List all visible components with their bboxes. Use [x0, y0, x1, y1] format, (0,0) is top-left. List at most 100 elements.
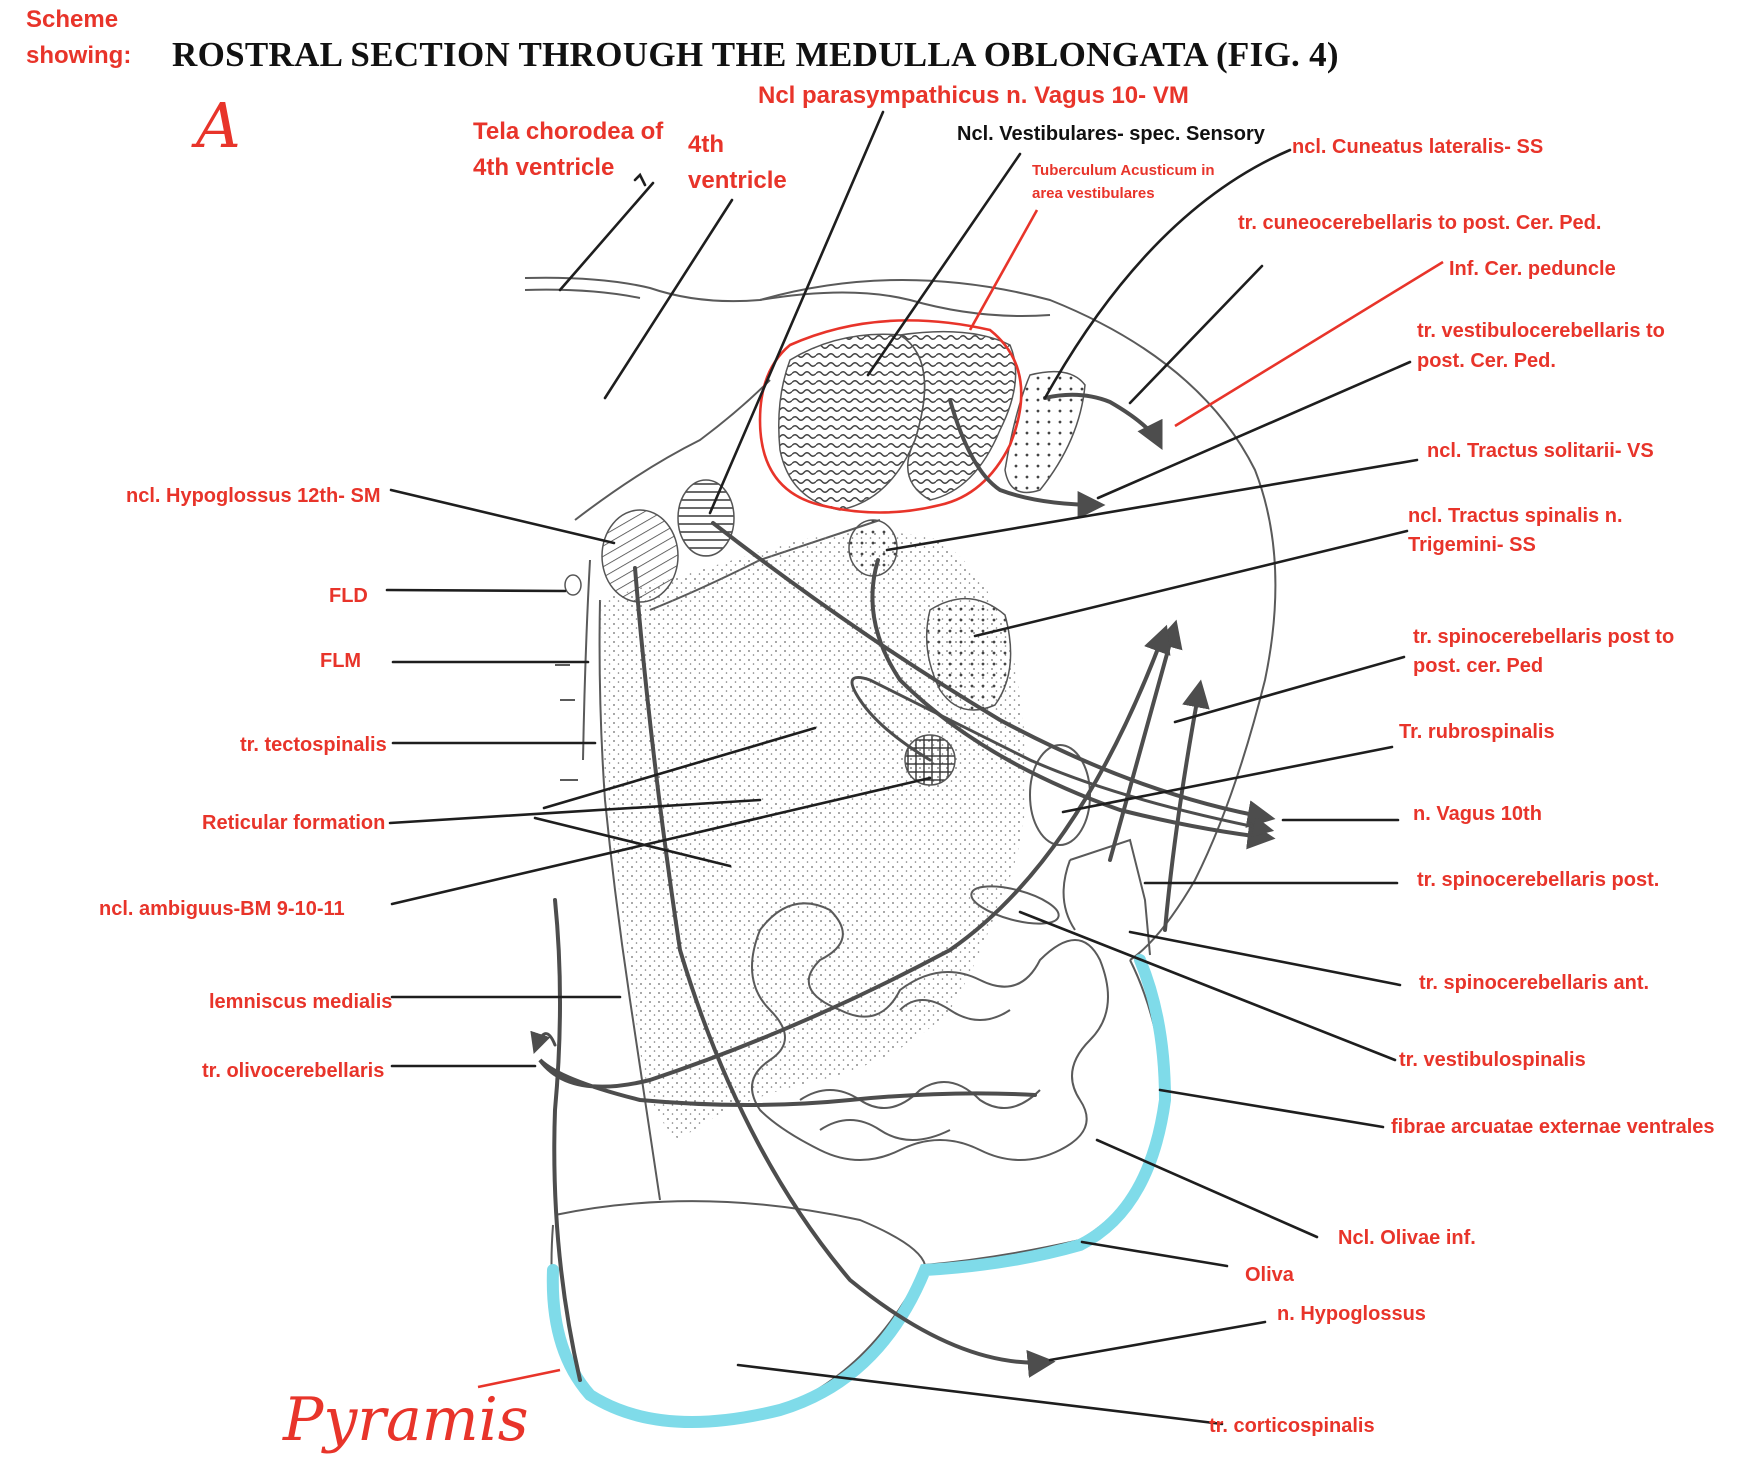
spinocerebellar-post-tract: [1108, 619, 1183, 862]
label-corticospinalis: tr. corticospinalis: [1209, 1415, 1375, 1437]
spinocerebellar-ant-tract: [1163, 679, 1210, 932]
label-rubrospinalis: Tr. rubrospinalis: [1399, 721, 1555, 743]
hypoglossal-nucleus: [601, 509, 679, 603]
label-ncl-parasympathicus: Ncl parasympathicus n. Vagus 10- VM: [758, 82, 1189, 109]
label-solitarii: ncl. Tractus solitarii- VS: [1427, 440, 1654, 462]
label-tela-line2: 4th ventricle: [473, 154, 614, 181]
inferior-olive-folds: [751, 902, 1109, 1161]
leader: [1095, 1138, 1319, 1239]
label-vestibulocerebellaris-line1: tr. vestibulocerebellaris to: [1417, 320, 1665, 342]
label-spinocerebellaris-ant: tr. spinocerebellaris ant.: [1419, 972, 1649, 994]
pyramid-top: [554, 1200, 926, 1266]
fld-bundle: [564, 574, 582, 596]
leader: [558, 181, 655, 292]
label-vestibulocerebellaris-line2: post. Cer. Ped.: [1417, 350, 1556, 372]
label-4th: 4th: [688, 131, 724, 158]
vagus-dorsal-nucleus: [677, 479, 735, 557]
label-vagus: n. Vagus 10th: [1413, 803, 1542, 825]
label-hypoglossus-nerve: n. Hypoglossus: [1277, 1303, 1426, 1325]
label-flm: FLM: [320, 650, 361, 672]
ambiguus-loop-tract: [850, 676, 1275, 838]
leader: [1080, 1240, 1229, 1268]
leader: [1174, 260, 1444, 428]
label-pyramis: Pyramis: [282, 1385, 529, 1455]
olivocerebellar-tract: [538, 624, 1171, 1107]
leader: [633, 172, 647, 187]
leader: [736, 1363, 1224, 1426]
cuneocerebellar-tract: [1043, 392, 1163, 451]
leader: [1061, 745, 1394, 814]
pyramid-outline: [550, 1224, 926, 1423]
leader: [708, 110, 885, 515]
leader: [1158, 1088, 1385, 1129]
leader: [1096, 360, 1412, 500]
label-tectospinalis: tr. tectospinalis: [240, 734, 387, 756]
ventricle-floor: [574, 379, 771, 521]
label-cuneocerebellaris: tr. cuneocerebellaris to post. Cer. Ped.: [1238, 212, 1601, 234]
solitary-vagus-tract: [870, 558, 1276, 850]
lateral-tract-edge: [1062, 859, 1076, 931]
olive-fold: [899, 999, 1011, 1021]
label-oliva: Oliva: [1245, 1264, 1295, 1286]
label-spinalis-line2: Trigemini- SS: [1408, 534, 1536, 556]
hypoglossal-tract: [633, 566, 1056, 1378]
vestibular-nucleus-lateral: [897, 330, 1017, 501]
olivocerebellar-arrowhead: [530, 1030, 557, 1054]
label-olivae: Ncl. Olivae inf.: [1338, 1227, 1476, 1249]
label-olivocerebellaris: tr. olivocerebellaris: [202, 1060, 384, 1082]
leader: [389, 488, 616, 545]
label-tuberculum-line1: Tuberculum Acusticum in: [1032, 162, 1215, 179]
label-inf-cer-peduncle: Inf. Cer. peduncle: [1449, 258, 1616, 280]
leader: [885, 458, 1419, 552]
label-cuneatus: ncl. Cuneatus lateralis- SS: [1292, 136, 1543, 158]
label-tuberculum-line2: area vestibulares: [1032, 185, 1155, 202]
leader: [866, 152, 1022, 377]
label-fld: FLD: [329, 585, 368, 607]
leader: [542, 726, 817, 810]
tela-line-inner: [524, 288, 641, 299]
midline-left-upper: [582, 559, 591, 761]
vestibular-nucleus-medial: [778, 333, 926, 511]
label-vestibulospinalis: tr. vestibulospinalis: [1399, 1049, 1586, 1071]
leader: [1018, 910, 1397, 1062]
label-spinalis-line1: ncl. Tractus spinalis n.: [1408, 505, 1623, 527]
spinal-trigeminal-nucleus: [925, 598, 1012, 711]
fibrae-arcuatae-highlight: [546, 954, 1172, 1428]
medulla-boundary-right: [759, 279, 1277, 961]
leader: [390, 776, 932, 906]
leader: [477, 1368, 561, 1389]
leader: [388, 798, 762, 825]
leader: [533, 816, 732, 868]
label-spinocerebellaris-post: tr. spinocerebellaris post.: [1417, 869, 1659, 891]
label-fibrae: fibrae arcuatae externae ventrales: [1391, 1116, 1715, 1138]
scheme-label: Scheme: [26, 6, 118, 33]
olive-fold: [751, 902, 1109, 1161]
fiber-tracts: [530, 392, 1276, 1382]
leader: [968, 209, 1039, 331]
cuneatus-lateralis-nucleus: [1004, 370, 1086, 494]
medial-lemniscus-line: [552, 898, 582, 1382]
vestibular-highlight-outline: [758, 319, 1023, 514]
olive-outline: [924, 959, 1167, 1266]
label-lemniscus: lemniscus medialis: [209, 991, 392, 1013]
leader: [1048, 1320, 1267, 1362]
handwritten-letter: A: [191, 89, 241, 162]
label-tela-line1: Tela chorodea of: [473, 118, 664, 145]
olive-fold: [799, 1081, 1041, 1109]
leader: [603, 198, 734, 400]
leader: [1128, 930, 1402, 987]
leader: [1173, 655, 1406, 724]
label-spinocerebellaris-post-to-line2: post. cer. Ped: [1413, 655, 1543, 677]
showing-label: showing:: [26, 42, 131, 69]
label-ambiguus: ncl. ambiguus-BM 9-10-11: [99, 898, 345, 920]
olive-fold: [819, 1119, 951, 1141]
leader: [1128, 264, 1264, 405]
vagus-efferent-tract: [711, 521, 1276, 828]
leader: [385, 588, 567, 593]
label-spinocerebellaris-post-to-line1: tr. spinocerebellaris post to: [1413, 626, 1674, 648]
label-ventricle: ventricle: [688, 167, 787, 194]
page-title: ROSTRAL SECTION THROUGH THE MEDULLA OBLO…: [172, 35, 1339, 74]
vestibulocerebellar-tract: [948, 398, 1106, 519]
